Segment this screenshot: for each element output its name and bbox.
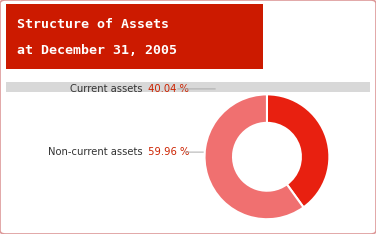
- Text: Current assets: Current assets: [70, 84, 143, 94]
- Wedge shape: [205, 94, 303, 219]
- Text: 59.96 %: 59.96 %: [145, 147, 189, 157]
- Text: Non-current assets: Non-current assets: [48, 147, 143, 157]
- Bar: [6, 4, 263, 69]
- Wedge shape: [267, 94, 329, 207]
- Text: 40.04 %: 40.04 %: [145, 84, 189, 94]
- Bar: [6, 82, 370, 92]
- Text: Structure of Assets: Structure of Assets: [17, 18, 169, 31]
- Text: at December 31, 2005: at December 31, 2005: [17, 44, 177, 57]
